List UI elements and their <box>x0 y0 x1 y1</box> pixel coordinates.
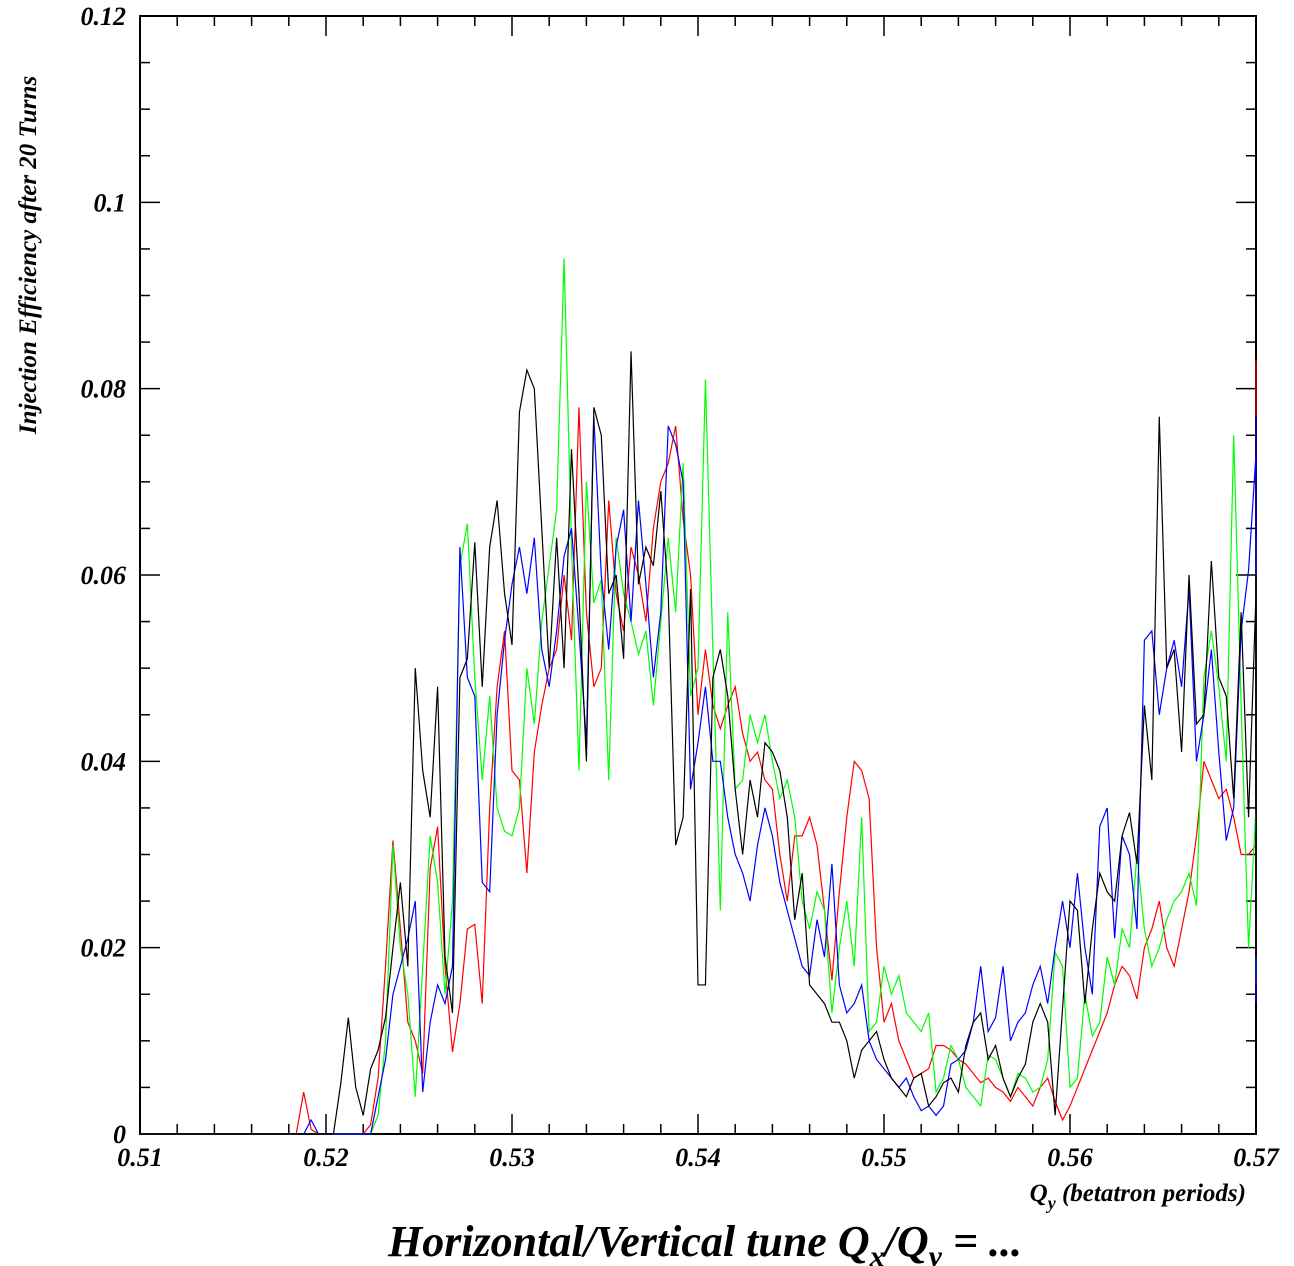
x-tick-label: 0.57 <box>1233 1143 1280 1172</box>
x-tick-label: 0.53 <box>489 1143 535 1172</box>
x-axis-title-subscript: y <box>1046 1193 1057 1213</box>
y-tick-label: 0.08 <box>81 375 127 404</box>
y-tick-label: 0 <box>113 1120 126 1149</box>
x-tick-label: 0.55 <box>861 1143 907 1172</box>
x-tick-label: 0.52 <box>303 1143 349 1172</box>
y-tick-label: 0.02 <box>81 934 127 963</box>
x-tick-label: 0.56 <box>1047 1143 1093 1172</box>
x-tick-label: 0.51 <box>117 1143 163 1172</box>
y-tick-label: 0.06 <box>81 561 127 590</box>
y-tick-labels: 0 0.02 0.04 0.06 0.08 0.1 0.12 <box>81 2 127 1149</box>
series-lines <box>140 258 1257 1135</box>
axis-ticks <box>139 15 1257 1135</box>
chart-title-sub-x: x <box>869 1240 885 1266</box>
y-tick-label: 0.1 <box>94 188 127 217</box>
x-axis-title: Qy (betatron periods) <box>1030 1180 1246 1213</box>
x-axis-title-rest: (betatron periods) <box>1056 1180 1246 1207</box>
chart-title-part-e: = ... <box>942 1217 1022 1266</box>
y-tick-label: 0.04 <box>81 747 127 776</box>
chart-title-sub-y: y <box>926 1240 943 1266</box>
y-axis-title: Injection Efficiency after 20 Turns <box>15 76 42 435</box>
chart-title: Horizontal/Vertical tune Qx/Qy = ... <box>387 1217 1022 1266</box>
x-axis-title-q: Q <box>1030 1180 1048 1207</box>
series-line-2 <box>140 258 1257 1135</box>
series-line-3 <box>140 416 1257 1135</box>
series-line-4 <box>140 351 1257 1135</box>
x-tick-label: 0.54 <box>675 1143 721 1172</box>
y-tick-label: 0.12 <box>81 2 127 31</box>
chart-title-part-c: /Q <box>882 1217 929 1266</box>
chart-title-part-a: Horizontal/Vertical tune Q <box>387 1217 870 1266</box>
x-tick-labels: 0.51 0.52 0.53 0.54 0.55 0.56 0.57 <box>117 1143 1280 1172</box>
